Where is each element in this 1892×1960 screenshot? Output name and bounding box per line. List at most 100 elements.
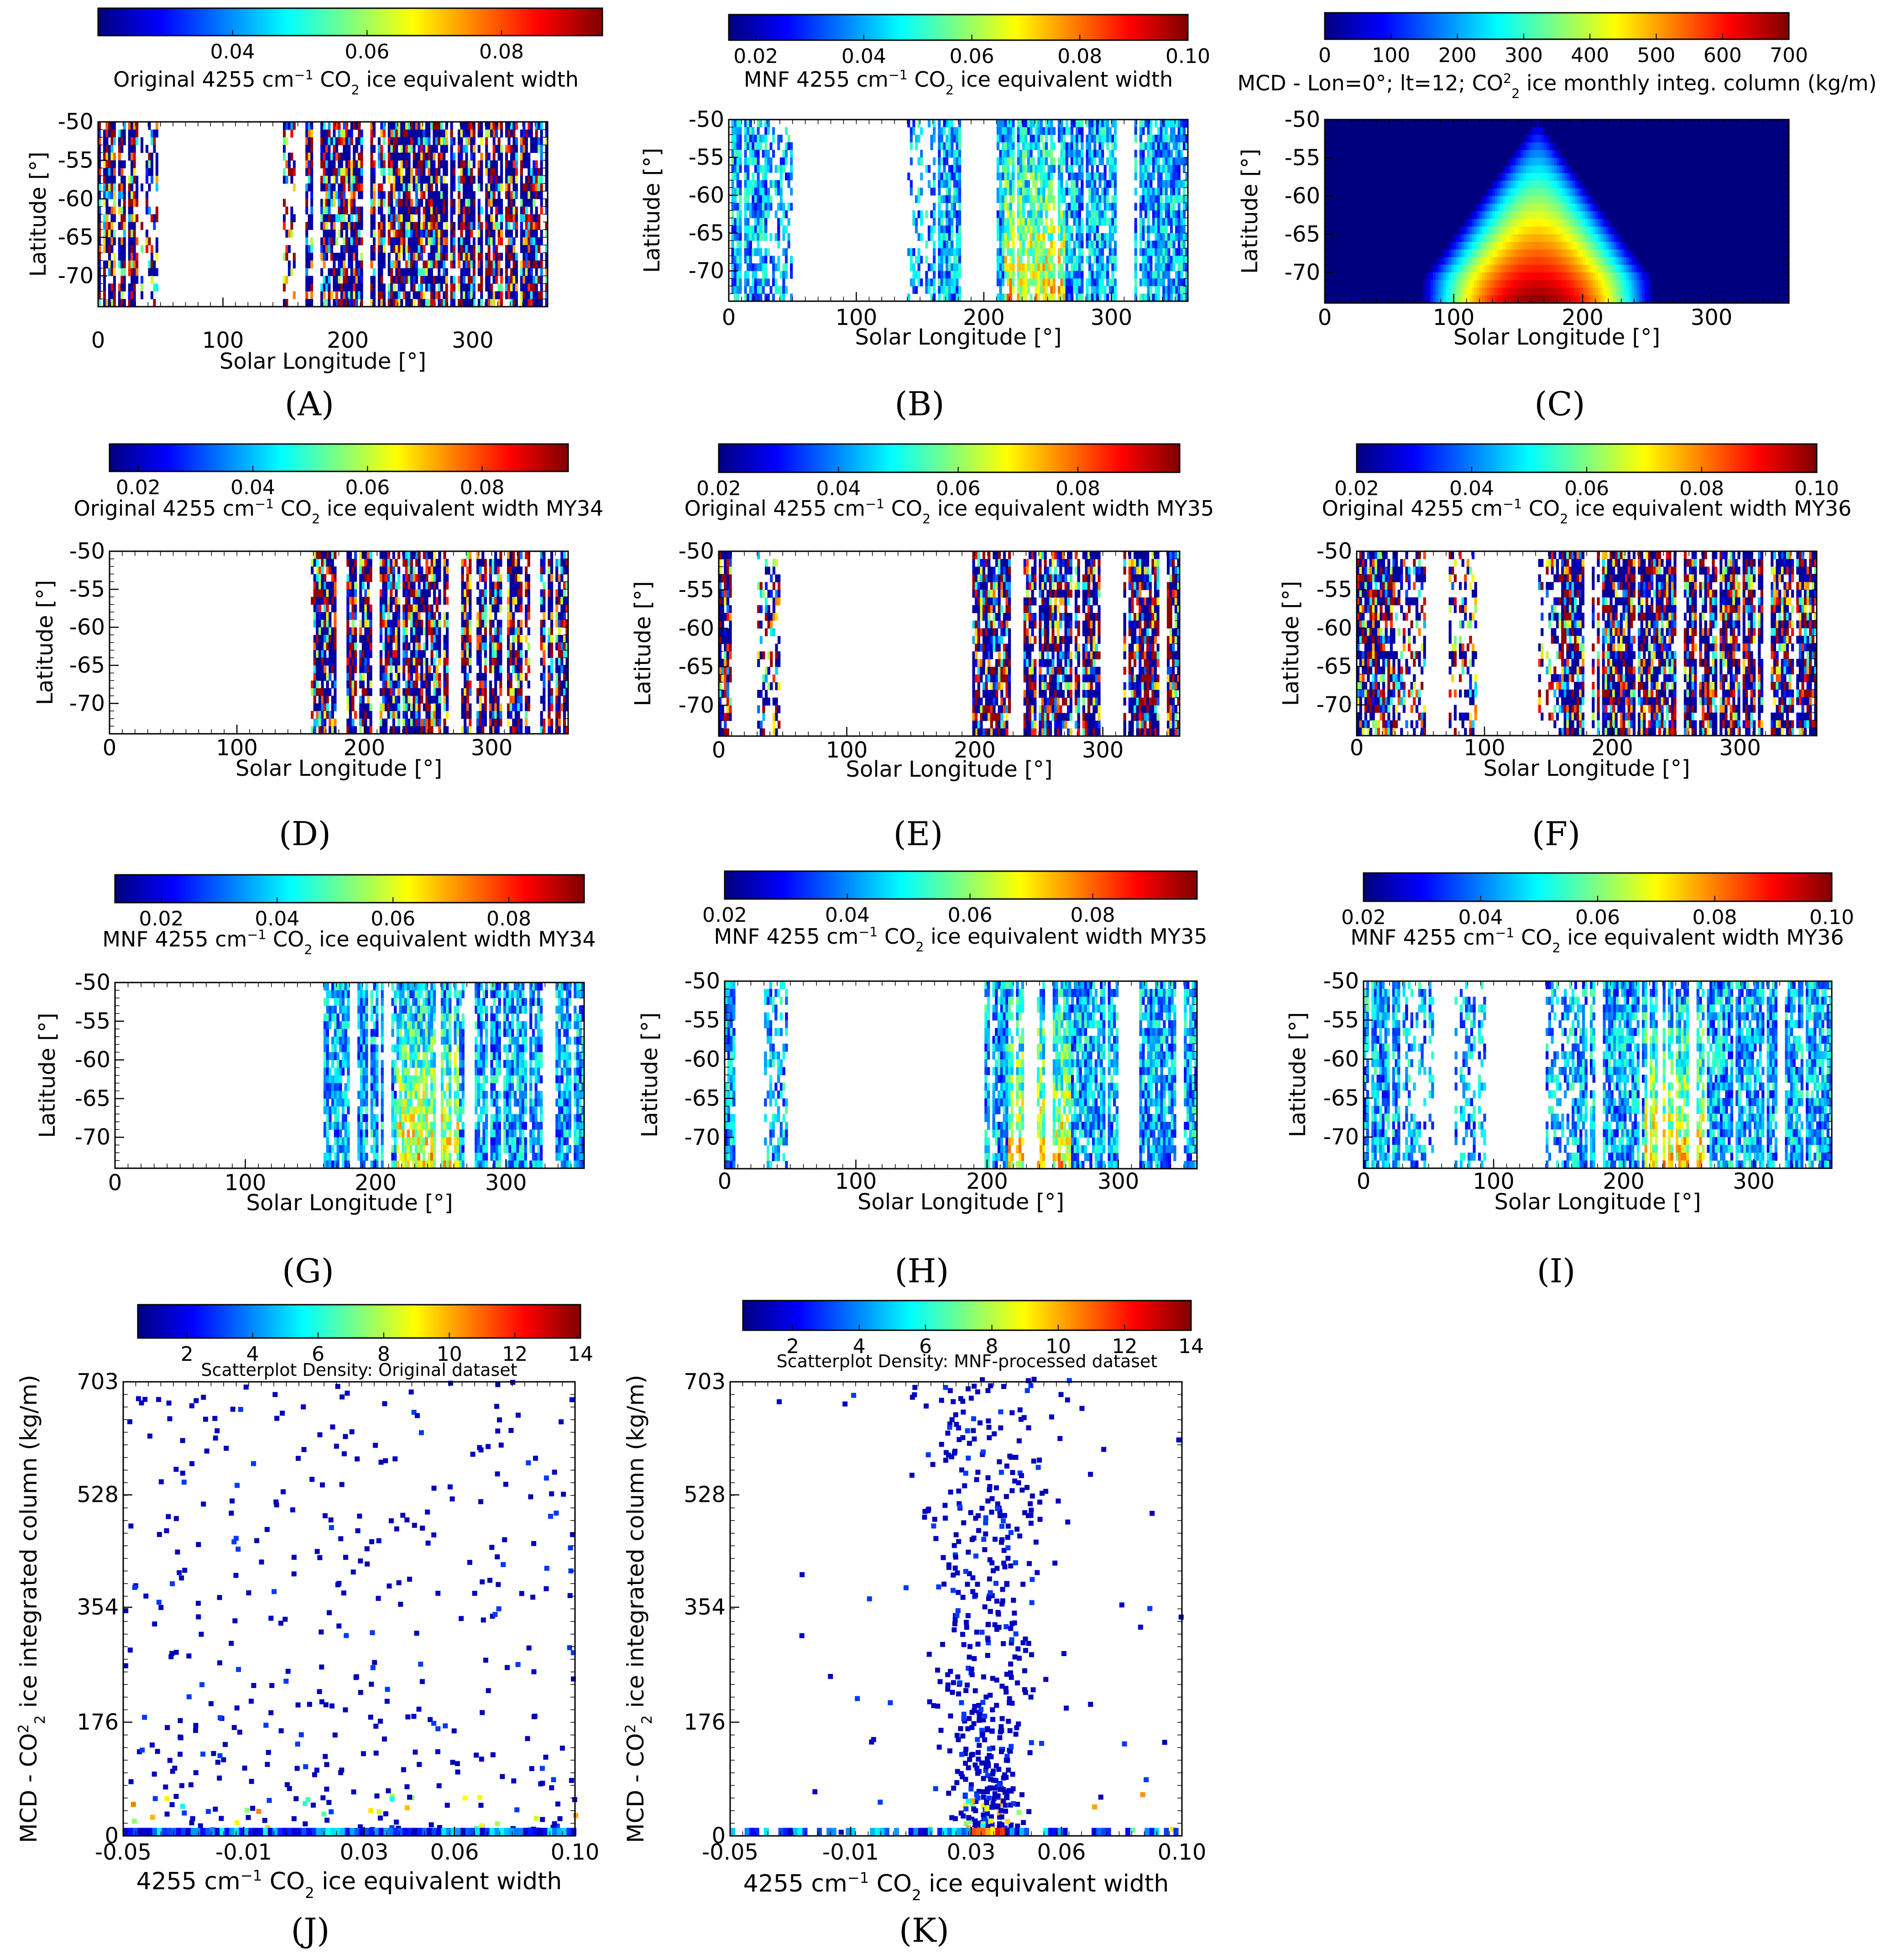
heatmap-cell	[108, 283, 111, 291]
heatmap-cell	[512, 261, 515, 268]
heatmap-cell	[443, 191, 445, 199]
heatmap-cell	[110, 268, 113, 276]
heatmap-cell	[485, 153, 488, 161]
heatmap-cell	[463, 168, 465, 176]
heatmap-cell	[378, 191, 381, 199]
heatmap-cell	[540, 268, 543, 276]
heatmap-cell	[423, 276, 425, 284]
heatmap-cell	[764, 172, 767, 180]
heatmap-cell	[283, 283, 286, 291]
heatmap-cell	[749, 263, 752, 271]
heatmap-cell	[540, 230, 543, 237]
heatmap-cell	[478, 145, 481, 153]
heatmap-cell	[380, 191, 383, 199]
heatmap-cell	[380, 291, 383, 299]
heatmap-cell	[348, 199, 350, 207]
heatmap-cell	[323, 207, 326, 214]
heatmap-cell	[388, 176, 391, 183]
heatmap-cell	[395, 176, 398, 183]
heatmap-cell	[358, 261, 361, 268]
heatmap-cell	[433, 276, 435, 284]
heatmap-cell	[108, 261, 111, 268]
heatmap-cell	[408, 160, 411, 168]
heatmap-cell	[498, 145, 501, 153]
heatmap-cell	[512, 283, 515, 291]
heatmap-cell	[488, 261, 491, 268]
heatmap-cell	[355, 160, 358, 168]
heatmap-cell	[370, 214, 373, 222]
heatmap-cell	[350, 207, 353, 214]
heatmap-cell	[355, 168, 358, 176]
heatmap-cell	[752, 278, 754, 286]
heatmap-cell	[912, 271, 915, 279]
heatmap-cell	[535, 237, 538, 245]
heatmap-cell	[920, 188, 923, 195]
heatmap-cell	[120, 145, 123, 153]
heatmap-cell	[515, 145, 518, 153]
heatmap-cell	[146, 207, 148, 214]
heatmap-cell	[523, 153, 525, 161]
heatmap-cell	[915, 256, 918, 264]
heatmap-cell	[488, 237, 491, 245]
heatmap-cell	[413, 222, 416, 230]
panel-A: 0.04 0.06 0.08Original 4255 cm−1 CO2 ice e…	[26, 8, 602, 423]
heatmap-cell	[335, 176, 338, 183]
heatmap-cell	[390, 222, 393, 230]
heatmap-cell	[749, 188, 752, 195]
heatmap-cell	[463, 191, 465, 199]
heatmap-cell	[358, 153, 361, 161]
heatmap-cell	[460, 176, 463, 183]
heatmap-cell	[373, 191, 376, 199]
heatmap-cell	[463, 122, 465, 130]
heatmap-cell	[764, 210, 767, 218]
heatmap-cell	[938, 225, 941, 233]
heatmap-cell	[485, 230, 488, 237]
heatmap-cell	[440, 230, 443, 237]
heatmap-cell	[460, 291, 463, 299]
heatmap-cell	[788, 233, 790, 241]
heatmap-cell	[767, 248, 770, 256]
heatmap-cell	[305, 137, 308, 145]
heatmap-cell	[433, 214, 435, 222]
heatmap-cell	[305, 207, 308, 214]
heatmap-cell	[737, 188, 739, 195]
heatmap-cell	[110, 191, 113, 199]
heatmap-cell	[480, 283, 483, 291]
heatmap-cell	[156, 237, 158, 245]
heatmap-cell	[744, 225, 747, 233]
heatmap-cell	[925, 240, 928, 248]
heatmap-cell	[528, 183, 530, 191]
colorbar-tick-label: 0.08	[479, 40, 524, 63]
heatmap-cell	[520, 214, 523, 222]
heatmap-cell	[759, 256, 762, 264]
heatmap-cell	[305, 199, 308, 207]
heatmap-cell	[123, 160, 126, 168]
heatmap-cell	[420, 245, 423, 253]
heatmap-cell	[310, 153, 313, 161]
heatmap-cell	[790, 256, 793, 264]
heatmap-cell	[408, 191, 411, 199]
heatmap-cell	[533, 176, 535, 183]
heatmap-cell	[408, 153, 411, 161]
heatmap-cell	[734, 157, 737, 165]
heatmap-cell	[390, 137, 393, 145]
heatmap-cell	[290, 214, 293, 222]
heatmap-cell	[340, 283, 343, 291]
heatmap-cell	[505, 245, 508, 253]
heatmap-cell	[747, 218, 749, 226]
heatmap-cell	[525, 130, 528, 137]
heatmap-cell	[390, 291, 393, 299]
heatmap-cell	[480, 237, 483, 245]
heatmap-cell	[764, 248, 767, 256]
heatmap-cell	[535, 160, 538, 168]
heatmap-cell	[747, 188, 749, 195]
heatmap-cell	[405, 160, 408, 168]
heatmap-cell	[370, 199, 373, 207]
heatmap-cell	[433, 168, 435, 176]
heatmap-cell	[361, 191, 363, 199]
heatmap-cell	[418, 145, 420, 153]
heatmap-cell	[378, 261, 381, 268]
heatmap-cell	[465, 168, 468, 176]
heatmap-cell	[128, 183, 131, 191]
heatmap-cell	[463, 283, 465, 291]
